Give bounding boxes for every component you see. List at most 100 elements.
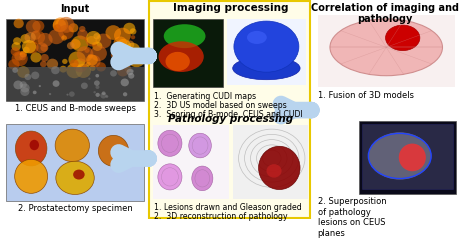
Circle shape	[87, 55, 100, 68]
Circle shape	[19, 54, 26, 60]
Ellipse shape	[158, 130, 182, 156]
Circle shape	[14, 19, 24, 28]
Circle shape	[84, 37, 88, 41]
Circle shape	[67, 42, 75, 49]
Circle shape	[69, 91, 75, 97]
Circle shape	[53, 80, 60, 87]
Circle shape	[26, 20, 41, 34]
Circle shape	[102, 91, 106, 95]
Circle shape	[125, 43, 140, 57]
Circle shape	[92, 42, 97, 47]
Circle shape	[14, 52, 23, 61]
Ellipse shape	[385, 25, 420, 51]
Circle shape	[125, 40, 134, 49]
Circle shape	[19, 81, 27, 88]
Text: Input: Input	[60, 4, 90, 14]
Ellipse shape	[73, 170, 85, 180]
Circle shape	[128, 51, 145, 67]
Circle shape	[10, 47, 20, 56]
Ellipse shape	[399, 144, 426, 171]
Text: 1.  Generating CUDI maps: 1. Generating CUDI maps	[155, 92, 256, 101]
Ellipse shape	[164, 24, 206, 48]
Circle shape	[20, 52, 25, 57]
Circle shape	[47, 59, 58, 69]
Circle shape	[61, 35, 67, 41]
Ellipse shape	[55, 129, 90, 162]
Bar	[153, 19, 223, 87]
Circle shape	[62, 59, 68, 64]
Circle shape	[40, 44, 48, 52]
Circle shape	[40, 61, 47, 67]
Circle shape	[95, 74, 99, 77]
Circle shape	[66, 63, 82, 78]
Circle shape	[72, 35, 89, 52]
Circle shape	[118, 58, 122, 62]
Circle shape	[69, 23, 78, 32]
Ellipse shape	[233, 57, 300, 80]
Circle shape	[114, 28, 131, 43]
Bar	[7, 124, 144, 201]
Circle shape	[22, 40, 36, 54]
Circle shape	[20, 83, 30, 93]
Ellipse shape	[165, 52, 190, 71]
Circle shape	[76, 64, 91, 78]
Circle shape	[41, 54, 49, 62]
Circle shape	[111, 53, 116, 58]
Ellipse shape	[259, 146, 300, 190]
Circle shape	[86, 36, 97, 47]
Text: 2. Superposition
of pathology
lesions on CEUS
planes: 2. Superposition of pathology lesions on…	[318, 197, 386, 238]
Circle shape	[123, 92, 128, 96]
Circle shape	[48, 29, 64, 44]
Circle shape	[114, 36, 127, 49]
Circle shape	[70, 59, 79, 68]
Circle shape	[127, 69, 133, 75]
Circle shape	[20, 51, 27, 58]
Circle shape	[73, 59, 88, 72]
Circle shape	[93, 33, 100, 39]
Circle shape	[86, 31, 101, 45]
Ellipse shape	[330, 19, 443, 76]
Circle shape	[11, 42, 21, 51]
Circle shape	[100, 93, 107, 99]
Circle shape	[116, 39, 131, 53]
Circle shape	[31, 72, 39, 79]
Circle shape	[25, 74, 31, 80]
FancyBboxPatch shape	[362, 124, 453, 189]
Ellipse shape	[368, 132, 431, 180]
Circle shape	[91, 46, 107, 61]
Ellipse shape	[247, 31, 267, 44]
Circle shape	[25, 41, 38, 54]
Ellipse shape	[234, 21, 299, 72]
Circle shape	[88, 78, 91, 80]
Circle shape	[8, 59, 19, 70]
Text: Imaging processing: Imaging processing	[173, 3, 288, 13]
Bar	[233, 125, 308, 199]
Circle shape	[84, 48, 90, 53]
Text: 1. Fusion of 3D models: 1. Fusion of 3D models	[318, 91, 414, 100]
Circle shape	[30, 52, 41, 63]
Circle shape	[32, 20, 45, 32]
Text: 2.  3D US model based on sweeps: 2. 3D US model based on sweeps	[155, 101, 287, 110]
Ellipse shape	[56, 161, 94, 194]
Circle shape	[51, 66, 60, 74]
Circle shape	[123, 23, 135, 34]
Circle shape	[117, 66, 128, 76]
Circle shape	[131, 59, 136, 63]
Ellipse shape	[192, 166, 213, 191]
Circle shape	[131, 35, 135, 39]
Circle shape	[77, 46, 93, 62]
Text: Pathology processing: Pathology processing	[168, 114, 293, 124]
Circle shape	[86, 54, 98, 66]
Ellipse shape	[29, 140, 39, 150]
Circle shape	[53, 19, 66, 32]
Circle shape	[79, 26, 85, 32]
Circle shape	[110, 70, 117, 77]
Circle shape	[54, 24, 61, 31]
Circle shape	[33, 91, 36, 94]
Circle shape	[39, 85, 41, 87]
Ellipse shape	[158, 164, 182, 190]
Text: 3.  Scoring of B-mode, CEUS and CUDI: 3. Scoring of B-mode, CEUS and CUDI	[155, 110, 303, 119]
Circle shape	[31, 31, 41, 40]
Circle shape	[121, 56, 130, 65]
Circle shape	[13, 80, 23, 89]
